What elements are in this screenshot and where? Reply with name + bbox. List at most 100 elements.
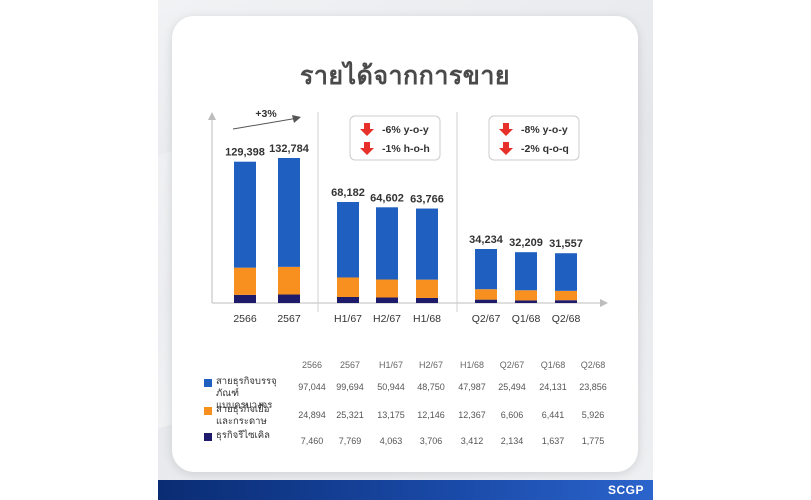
bar-total-label: 63,766 xyxy=(410,194,444,206)
table-cell: 24,894 xyxy=(298,410,326,420)
row-label: ธุรกิจรีไซเคิล xyxy=(216,430,296,442)
callout-label: -6% y-o-y xyxy=(382,124,429,136)
bar-segment xyxy=(475,299,497,303)
table-cell: 3,412 xyxy=(460,436,484,446)
table-cell: 50,944 xyxy=(377,382,405,392)
row-label-line: แบบครบวงจร xyxy=(216,400,273,411)
callout-label: -2% q-o-q xyxy=(521,143,569,155)
callout-label: -1% h-o-h xyxy=(382,143,430,155)
growth-arrowhead xyxy=(292,115,301,123)
bar-segment xyxy=(555,290,577,301)
down-arrow-icon xyxy=(360,123,374,136)
bar-segment xyxy=(278,266,300,295)
x-tick-label: Q2/68 xyxy=(552,313,581,325)
row-label: สายธุรกิจบรรจุภัณฑ์ แบบครบวงจร xyxy=(216,376,296,412)
bar-segment xyxy=(515,290,537,301)
table-cell: 2,134 xyxy=(500,436,524,446)
chart-title: รายได้จากการขาย xyxy=(299,62,511,90)
bar-total-label: 132,784 xyxy=(269,143,310,155)
x-tick-label: Q1/68 xyxy=(512,313,541,325)
legend-swatch xyxy=(204,433,212,441)
table-cell: 25,494 xyxy=(498,382,526,392)
table-cell: 97,044 xyxy=(298,382,326,392)
bar-segment xyxy=(234,267,256,295)
growth-arrow xyxy=(232,117,299,130)
bar-segment xyxy=(416,208,438,280)
callout-label: -8% y-o-y xyxy=(521,124,568,136)
table-column-header: 2567 xyxy=(339,360,361,370)
row-label-line: สายธุรกิจเยื่อ xyxy=(216,404,270,415)
table-column-header: 2566 xyxy=(301,360,323,370)
bar-segment xyxy=(515,252,537,291)
bar-total-label: 32,209 xyxy=(509,237,543,249)
x-tick-label: H2/67 xyxy=(373,313,401,325)
scgp-logo: SCGP xyxy=(607,483,644,497)
bar-segment xyxy=(515,300,537,303)
table-cell: 7,460 xyxy=(300,436,324,446)
bar-total-label: 68,182 xyxy=(331,187,365,199)
table-column-header: Q1/68 xyxy=(540,360,566,370)
down-arrow-icon xyxy=(499,123,513,136)
table-cell: 5,926 xyxy=(581,410,605,420)
table-cell: 47,987 xyxy=(458,382,486,392)
bar-segment xyxy=(376,207,398,280)
bar-segment xyxy=(376,279,398,298)
down-arrow-icon xyxy=(499,142,513,155)
legend-swatch xyxy=(204,407,212,415)
bar-total-label: 34,234 xyxy=(469,234,504,246)
bar-segment xyxy=(234,161,256,268)
table-column-header: Q2/67 xyxy=(499,360,525,370)
bar-total-label: 129,398 xyxy=(225,147,265,159)
table-cell: 12,367 xyxy=(458,410,486,420)
table-cell: 1,637 xyxy=(541,436,565,446)
bar-segment xyxy=(278,158,300,267)
bar-segment xyxy=(234,294,256,303)
x-tick-label: 2566 xyxy=(233,313,257,325)
legend-swatch xyxy=(204,379,212,387)
table-cell: 24,131 xyxy=(539,382,567,392)
bar-segment xyxy=(376,297,398,303)
row-label-line: สายธุรกิจบรรจุภัณฑ์ xyxy=(216,376,277,399)
y-axis-arrow xyxy=(208,112,216,120)
table-cell: 4,063 xyxy=(379,436,403,446)
bar-segment xyxy=(416,297,438,303)
table-cell: 12,146 xyxy=(417,410,445,420)
table-row: สายธุรกิจเยื่อ และกระดาษ 24,894 25,321 13,17… xyxy=(204,404,624,428)
growth-label: +3% xyxy=(255,108,277,120)
x-tick-label: Q2/67 xyxy=(472,313,501,325)
bar-total-label: 64,602 xyxy=(370,192,404,204)
table-cell: 6,606 xyxy=(500,410,524,420)
down-arrow-icon xyxy=(360,142,374,155)
bar-total-label: 31,557 xyxy=(549,238,583,250)
bar-segment xyxy=(416,279,438,298)
bar-segment xyxy=(278,294,300,303)
x-tick-label: H1/68 xyxy=(413,313,441,325)
table-cell: 7,769 xyxy=(338,436,362,446)
table-cell: 23,856 xyxy=(579,382,607,392)
footer-band xyxy=(158,480,653,500)
row-label: สายธุรกิจเยื่อ และกระดาษ xyxy=(216,404,296,428)
row-label-line: และกระดาษ xyxy=(216,416,267,427)
bar-segment xyxy=(555,300,577,303)
table-cell: 13,175 xyxy=(377,410,405,420)
row-label-line: ธุรกิจรีไซเคิล xyxy=(216,430,270,441)
bar-segment xyxy=(475,249,497,290)
x-axis-arrow xyxy=(600,299,608,307)
table-cell: 99,694 xyxy=(336,382,364,392)
table-column-header: H2/67 xyxy=(418,360,444,370)
bar-segment xyxy=(337,277,359,297)
table-cell: 25,321 xyxy=(336,410,364,420)
table-column-header: Q2/68 xyxy=(580,360,606,370)
bar-segment xyxy=(475,289,497,300)
bar-segment xyxy=(337,202,359,278)
table-row: ธุรกิจรีไซเคิล 7,460 7,769 4,063 3,706 3,412 2… xyxy=(204,430,624,454)
table-row: สายธุรกิจบรรจุภัณฑ์ แบบครบวงจร 97,044 99,69… xyxy=(204,376,624,411)
bar-segment xyxy=(337,296,359,303)
table-cell: 3,706 xyxy=(419,436,443,446)
bar-segment xyxy=(555,253,577,291)
table-cell: 6,441 xyxy=(541,410,565,420)
table-column-header: H1/68 xyxy=(459,360,485,370)
x-tick-label: H1/67 xyxy=(334,313,362,325)
stacked-bar-chart: 129,398 2566 132,784 2567 68,182 H1/67 64,602 H… xyxy=(208,108,608,325)
x-tick-label: 2567 xyxy=(277,313,301,325)
